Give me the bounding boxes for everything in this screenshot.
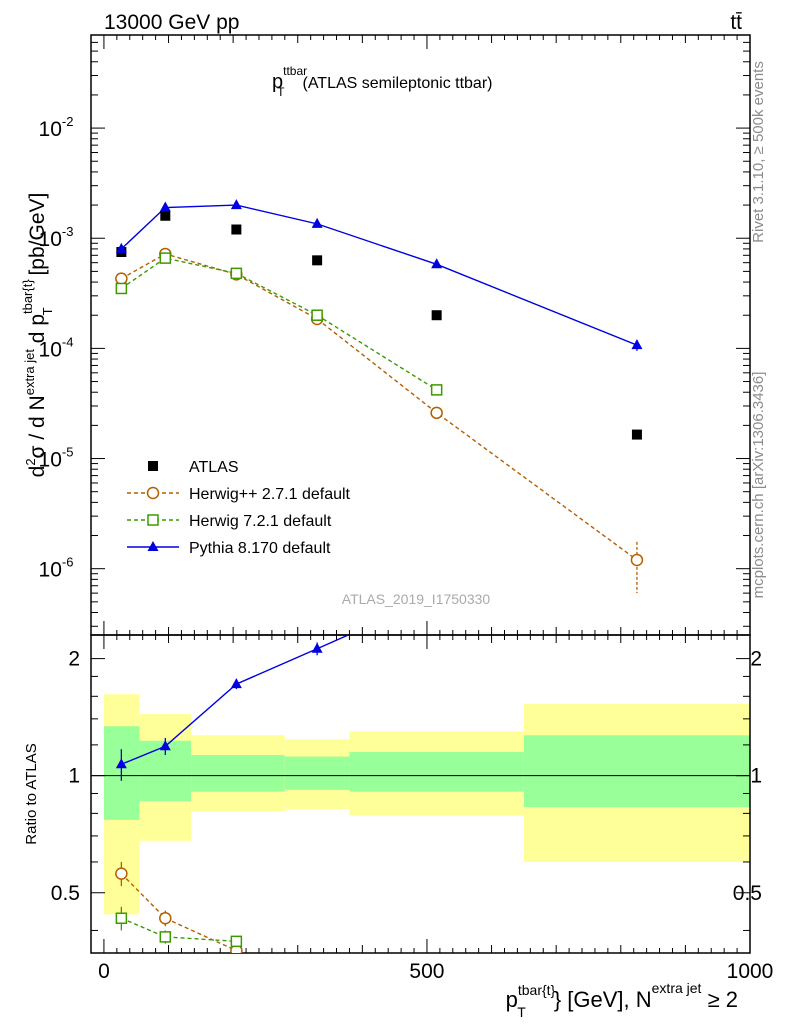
data-point xyxy=(431,310,442,321)
series-markers xyxy=(115,252,443,396)
series-line xyxy=(120,204,638,346)
green-band-bin xyxy=(284,756,350,790)
process-label: tt̄ xyxy=(730,11,742,34)
data-point xyxy=(312,255,323,266)
data-point xyxy=(147,514,159,526)
series-line xyxy=(120,257,438,391)
green-band-bin xyxy=(191,755,285,792)
svg-text:ptbar{t}T} [GeV], Nextra jet ≥: ptbar{t} T} [GeV], Nextra jet ≥ 2 xyxy=(506,980,738,1020)
data-point xyxy=(230,678,242,689)
data-point xyxy=(431,258,443,269)
data-point xyxy=(631,429,642,440)
legend-entry: Herwig++ 2.7.1 default xyxy=(127,486,351,503)
data-point xyxy=(159,740,171,751)
data-point xyxy=(159,252,172,264)
title-p: p xyxy=(272,71,283,93)
data-point xyxy=(115,272,128,285)
data-point xyxy=(115,912,128,924)
data-point xyxy=(115,242,127,253)
upper-series xyxy=(115,199,644,594)
ratio-y-tick-label-right: 2 xyxy=(750,648,762,671)
legend: ATLAS Herwig++ 2.7.1 default Herwig 7.2.1 … xyxy=(127,459,351,557)
ratio-y-tick-label-left: 0.5 xyxy=(51,882,80,905)
series-markers xyxy=(115,199,643,351)
legend-label: Herwig 7.2.1 default xyxy=(189,513,332,530)
data-point xyxy=(311,217,323,228)
data-point xyxy=(160,210,171,221)
series-line xyxy=(121,253,638,561)
data-point xyxy=(230,199,242,210)
chart-title: pttbar T (ATLAS semileptonic ttbar) xyxy=(272,64,492,99)
data-point xyxy=(159,931,172,943)
upper-y-tick-label: 10-5 xyxy=(39,445,74,472)
legend-label: ATLAS xyxy=(189,459,239,476)
legend-entry: ATLAS xyxy=(148,459,239,476)
data-point xyxy=(147,541,159,551)
data-point xyxy=(430,406,443,420)
upper-y-tick-label: 10-4 xyxy=(39,334,74,361)
mcplots-label: mcplots.cern.ch [arXiv:1306.3436] xyxy=(750,372,767,599)
data-point xyxy=(146,486,160,500)
ratio-series-line xyxy=(121,917,237,943)
data-point xyxy=(311,642,323,653)
legend-entry: Pythia 8.170 default xyxy=(127,540,331,557)
ratio-series-line xyxy=(120,873,237,952)
ratio-panel-frame xyxy=(90,634,751,954)
x-tick-label: 0 xyxy=(98,960,110,983)
x-axis-label: ptbar{t} T} [GeV], Nextra jet ≥ 2 xyxy=(506,980,738,1020)
green-band-bin xyxy=(349,752,524,792)
title-superscript: ttbar xyxy=(283,64,307,78)
data-point xyxy=(115,758,127,769)
ratio-y-tick-label-right: 1 xyxy=(750,765,762,788)
ratio-uncertainty-bands xyxy=(103,694,750,915)
rivet-version-label: Rivet 3.1.10, ≥ 500k events xyxy=(750,61,767,243)
legend-label: Herwig++ 2.7.1 default xyxy=(189,486,351,503)
data-point xyxy=(148,461,158,471)
ratio-y-axis-label: Ratio to ATLAS xyxy=(23,743,40,844)
green-band-bin xyxy=(523,735,750,808)
legend-label: Pythia 8.170 default xyxy=(189,540,331,557)
data-point xyxy=(159,201,171,212)
data-point xyxy=(230,935,243,948)
upper-y-tick-label: 10-3 xyxy=(39,224,74,251)
analysis-watermark: ATLAS_2019_I1750330 xyxy=(342,591,491,607)
data-point xyxy=(631,339,643,350)
ratio-y-tick-label-left: 1 xyxy=(68,765,80,788)
ratio-series xyxy=(115,635,350,953)
upper-y-tick-label: 10-2 xyxy=(39,114,74,141)
data-point xyxy=(231,224,242,235)
axis-ticks xyxy=(91,34,751,953)
title-description: (ATLAS semileptonic ttbar) xyxy=(302,75,492,92)
x-tick-label: 1000 xyxy=(727,960,774,983)
ratio-y-tick-label-left: 2 xyxy=(68,648,80,671)
upper-y-tick-label: 10-6 xyxy=(39,555,74,582)
data-point xyxy=(159,911,172,925)
legend-entry: Herwig 7.2.1 default xyxy=(127,513,332,530)
data-point xyxy=(115,282,128,295)
x-tick-label: 500 xyxy=(409,960,444,983)
tick-labels: 10-6 10-5 10-4 10-3 10-2 0.5 0.5 1 1 2 2 0 500 1000 xyxy=(39,114,774,983)
data-point xyxy=(230,267,243,280)
ratio-y-tick-label-right: 0.5 xyxy=(733,882,762,905)
energy-label: 13000 GeV pp xyxy=(104,11,239,34)
data-point xyxy=(311,309,323,321)
title-subscript: T xyxy=(277,85,285,99)
data-point xyxy=(115,867,128,880)
data-point xyxy=(630,553,644,567)
data-point xyxy=(430,384,443,396)
